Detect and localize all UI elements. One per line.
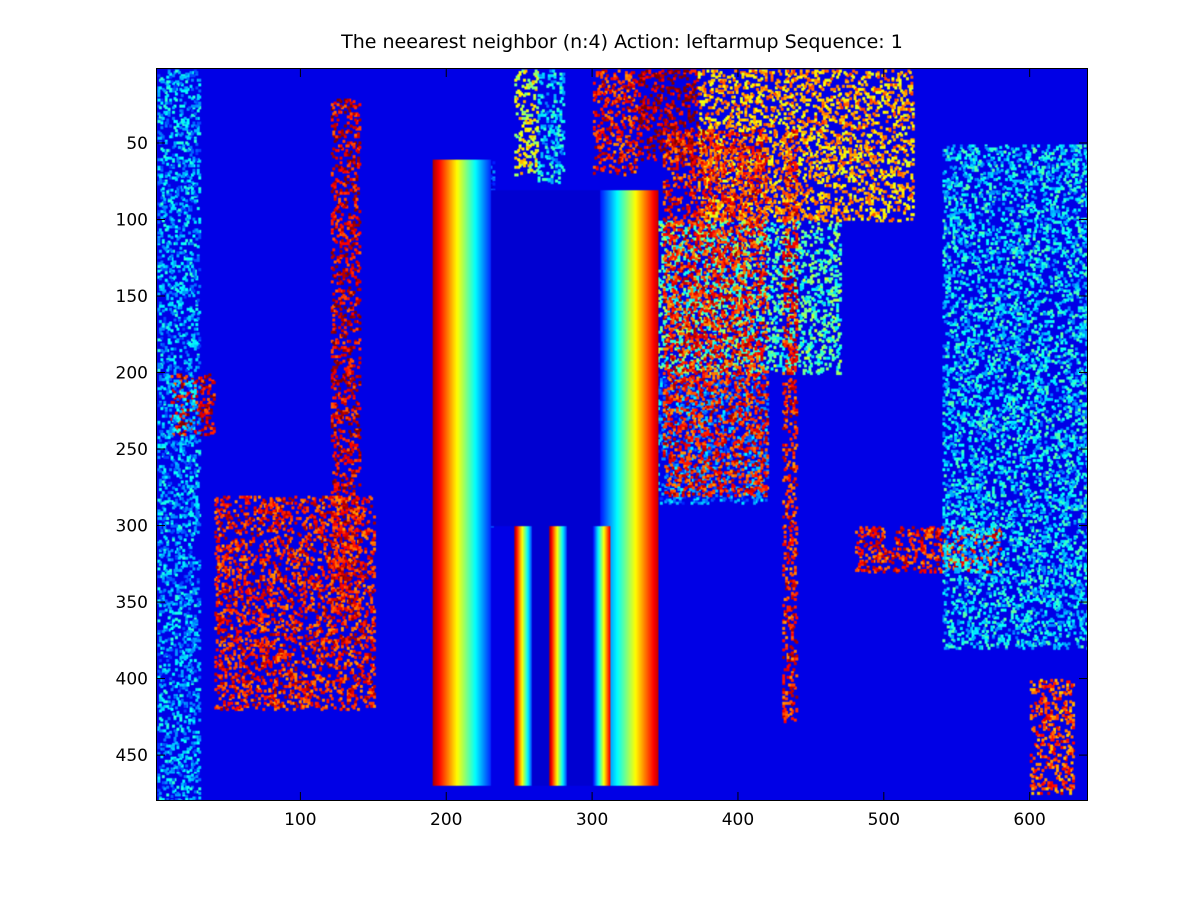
y-tick-label: 300 — [116, 517, 148, 537]
y-tick-label: 400 — [116, 670, 148, 690]
x-tick-label: 400 — [722, 810, 754, 830]
axes-frame — [156, 68, 1088, 801]
axis-ticks: 100 200 300 400 500 600 50 100 150 200 250 300 350 40… — [116, 68, 1088, 830]
y-tick-label: 100 — [116, 210, 148, 230]
x-tick-label: 300 — [576, 810, 608, 830]
y-tick-label: 200 — [116, 364, 148, 384]
heatmap-cells — [156, 68, 1088, 801]
y-tick-label: 50 — [126, 134, 148, 154]
y-tick-label: 450 — [116, 746, 148, 766]
x-tick-label: 100 — [284, 810, 316, 830]
depth-image — [156, 68, 1088, 801]
x-tick-label: 200 — [430, 810, 462, 830]
y-tick-label: 250 — [116, 440, 148, 460]
y-tick-label: 350 — [116, 593, 148, 613]
y-tick-label: 150 — [116, 287, 148, 307]
x-tick-label: 600 — [1013, 810, 1045, 830]
x-tick-label: 500 — [868, 810, 900, 830]
chart-title: The neearest neighbor (n:4) Action: left… — [341, 31, 903, 53]
